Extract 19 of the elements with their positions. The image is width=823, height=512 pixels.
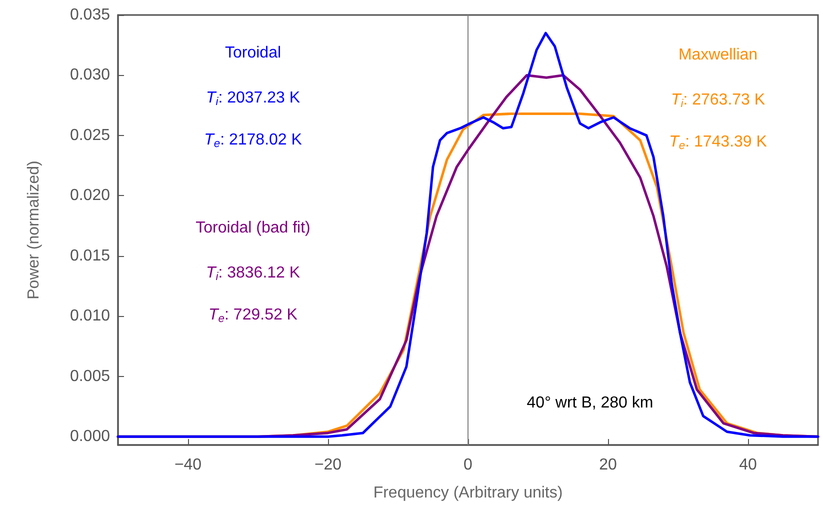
- annotation: 40° wrt B, 280 km: [526, 394, 654, 412]
- text: Maxwellian: [678, 46, 758, 64]
- x-tick-label: 20: [599, 456, 617, 474]
- x-axis-title: Frequency (Arbitrary units): [373, 484, 563, 502]
- y-tick-label: 0.020: [70, 187, 110, 204]
- x-tick-label: −40: [174, 456, 202, 474]
- y-tick-label: 0.010: [70, 308, 110, 325]
- x-tick-label: 0: [464, 456, 473, 474]
- y-axis-title: Power (normalized): [26, 160, 42, 300]
- x-tick-label: 40: [739, 456, 757, 474]
- y-tick-label: 0.035: [70, 6, 110, 24]
- y-tick-label: 0.015: [70, 247, 110, 264]
- text: Toroidal (bad fit): [196, 220, 310, 236]
- x-tick-label: −20: [314, 456, 342, 474]
- y-tick-label: 0.025: [70, 126, 110, 144]
- y-tick-label: 0.005: [70, 368, 110, 385]
- text: Toroidal: [224, 44, 282, 62]
- y-tick-label: 0.030: [70, 66, 110, 84]
- y-tick-label: 0.000: [70, 428, 110, 446]
